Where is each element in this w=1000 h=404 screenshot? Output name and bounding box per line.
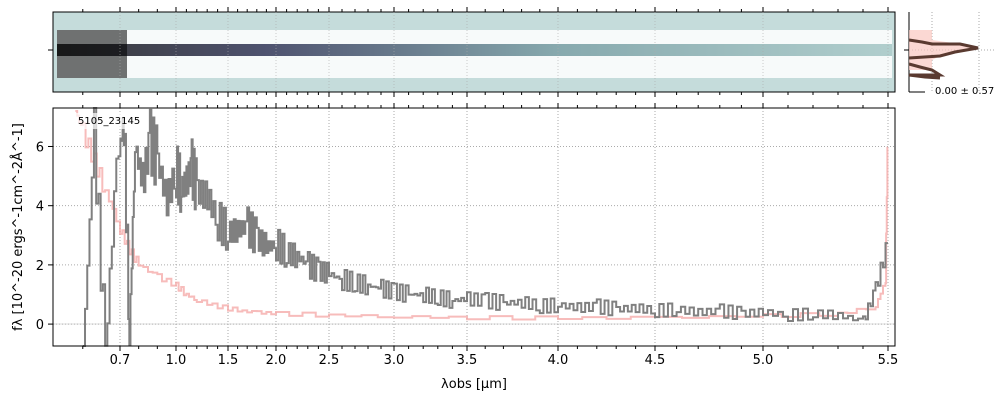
x-tick-label: 4.0 [548, 353, 569, 368]
x-tick-label: 3.0 [384, 353, 405, 368]
x-tick-label: 1.0 [166, 353, 187, 368]
x-tick-label: 2.5 [319, 353, 340, 368]
x-tick-label: 0.7 [110, 353, 131, 368]
spectrum-1d-panel: 5105_23145 0.7 1.0 1.5 2.0 2.5 3.0 3.5 4.0 4.5 5.… [10, 7, 898, 392]
x-tick-label: 3.5 [457, 353, 478, 368]
x-tick-label: 2.0 [266, 353, 287, 368]
y-tick-label: 2 [36, 259, 44, 274]
object-label: 5105_23145 [78, 116, 140, 127]
x-tick-label: 5.0 [753, 353, 774, 368]
x-tick-label: 1.5 [218, 353, 239, 368]
side-panel-label: 0.00 ± 0.57 [935, 86, 994, 97]
y-axis-label: fλ [10^-20 ergs^-1cm^-2Å^-1] [10, 123, 26, 331]
x-axis-label: λobs [μm] [441, 377, 507, 392]
y-tick-label: 6 [36, 140, 44, 155]
side-histogram-panel: 0.00 ± 0.57 [904, 12, 995, 97]
uncertainty-series [75, 109, 889, 321]
x-tick-label: 4.5 [645, 353, 666, 368]
y-tick-label: 4 [36, 200, 44, 215]
y-tick-label: 0 [36, 318, 44, 333]
x-tick-label: 5.5 [878, 353, 899, 368]
flux-series [82, 107, 888, 347]
spectrum-2d-panel [48, 11, 896, 93]
